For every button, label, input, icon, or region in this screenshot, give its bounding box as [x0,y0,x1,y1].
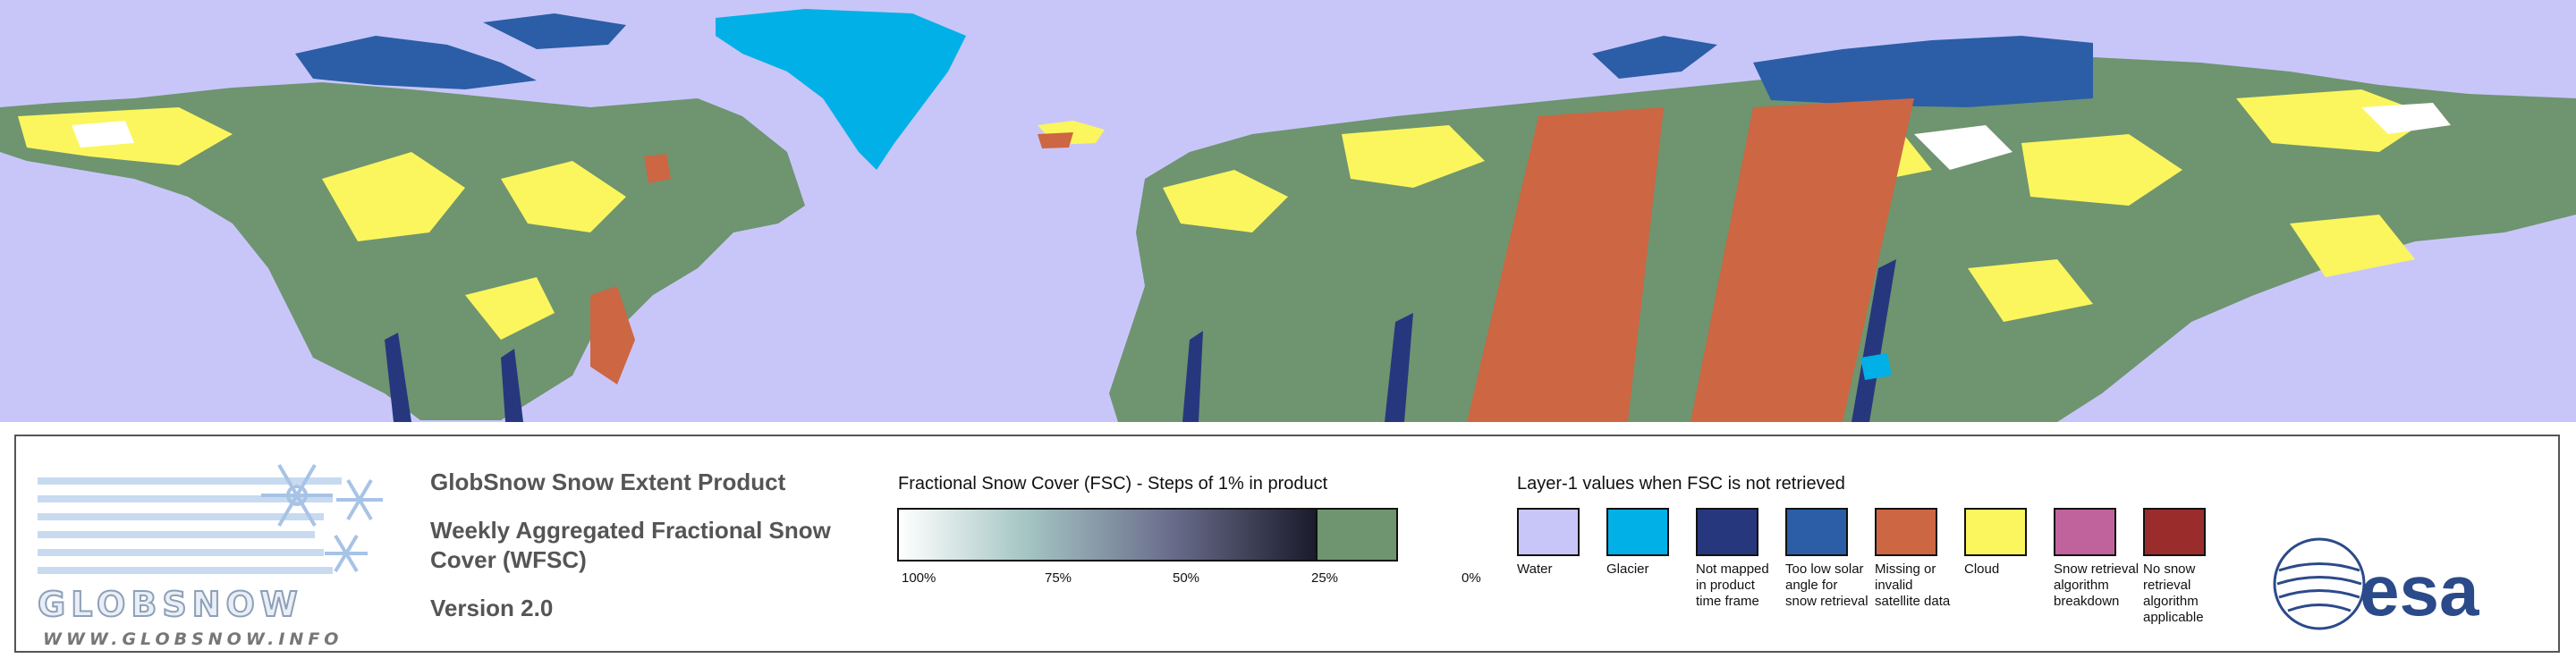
missing-stripe-2 [1690,98,1914,422]
cloud-na-2 [322,152,465,241]
fsc-tick-25: 25% [1311,570,1339,586]
legend-item-low-solar: Too low solar angle for snow retrieval [1785,508,1875,610]
not-mapped-4 [1385,313,1413,422]
legend-swatch [2054,508,2116,556]
fsc-gradient [899,510,1316,560]
arctic-islands-north [483,13,626,49]
missing-stripe-1 [1467,107,1664,422]
not-mapped-3 [1182,331,1203,422]
product-version: Version 2.0 [430,595,554,621]
snowflake-icon [38,463,383,574]
esa-logo-graphic: esa [2273,537,2479,630]
cloud-eu-1 [1163,170,1288,232]
legend-swatch [1517,508,1580,556]
legend-item-cloud: Cloud [1964,508,2054,578]
snow-as-1 [1914,125,2012,170]
product-title: GlobSnow Snow Extent Product [430,469,786,495]
legend-label: Water [1517,561,1553,577]
cloud-na-4 [465,277,555,340]
legend-label: Snow retrieval algorithm breakdown [2054,561,2140,609]
legend-swatch [1875,508,1937,556]
missing-stripe-na [590,286,635,384]
legend-label: Glacier [1606,561,1649,577]
fsc-legend-title: Fractional Snow Cover (FSC) - Steps of 1… [898,474,1328,494]
fsc-tick-100: 100% [902,570,936,586]
cloud-as-2 [2021,134,2182,206]
globsnow-logo: GLOBSNOW WWW.GLOBSNOW.INFO [37,451,395,649]
siberia-north [1753,36,2093,107]
legend-swatch [1785,508,1848,556]
product-title-block: GlobSnow Snow Extent Product Weekly Aggr… [430,469,877,622]
product-subtitle: Weekly Aggregated Fractional Snow Cover … [430,517,831,573]
legend-swatch [1964,508,2027,556]
cloud-as-3 [2236,89,2433,152]
north-america-landmass [0,82,805,420]
legend-label: Cloud [1964,561,2000,577]
fsc-tick-50: 50% [1173,570,1200,586]
snow-na-1 [72,121,134,148]
missing-greenland [1038,132,1073,148]
arctic-islands [295,36,537,89]
legend-item-water: Water [1517,508,1606,578]
legend-item-glacier: Glacier [1606,508,1696,578]
not-mapped-1 [385,333,411,422]
cloud-as-4 [2290,215,2415,277]
snow-cover-map [0,0,2576,422]
legend-item-missing: Missing or invalid satellite data [1875,508,1964,610]
cloud-na-3 [501,161,626,232]
fsc-tick-0: 0% [1462,570,1481,586]
legend-panel: GLOBSNOW WWW.GLOBSNOW.INFO GlobSnow Snow… [14,435,2560,653]
legend-swatch [2143,508,2206,556]
legend-label: Not mapped in product time frame [1696,561,1769,609]
greenland-glacier [716,9,966,170]
legend-swatch [1606,508,1669,556]
legend-label: Missing or invalid satellite data [1875,561,1951,609]
missing-na-2 [644,154,671,183]
not-mapped-2 [501,349,523,422]
snow-as-2 [2361,103,2451,134]
esa-wordmark: esa [2360,551,2479,630]
legend-swatch [1696,508,1758,556]
legend-item-retrieval-breakdown: Snow retrieval algorithm breakdown [2054,508,2143,610]
not-mapped-5 [1852,259,1896,422]
legend-item-not-applicable: No snow retrieval algorithm applicable [2143,508,2233,626]
fsc-zero-swatch [1316,510,1396,560]
map-canvas [0,9,2576,422]
cloud-as-5 [1968,259,2093,322]
globsnow-wordmark: GLOBSNOW [37,584,303,625]
legend-label: No snow retrieval algorithm applicable [2143,561,2204,625]
cloud-eu-2 [1342,125,1485,188]
layer1-legend-title: Layer-1 values when FSC is not retrieved [1517,474,1845,494]
glacier-tibet [1860,353,1892,380]
globsnow-url: WWW.GLOBSNOW.INFO [43,629,343,649]
novaya-zemlya [1592,36,1717,79]
fsc-color-bar [897,508,1398,561]
legend-label: Too low solar angle for snow retrieval [1785,561,1868,609]
esa-logo: esa [2270,535,2547,637]
fsc-tick-75: 75% [1045,570,1072,586]
legend-item-not-mapped: Not mapped in product time frame [1696,508,1785,610]
